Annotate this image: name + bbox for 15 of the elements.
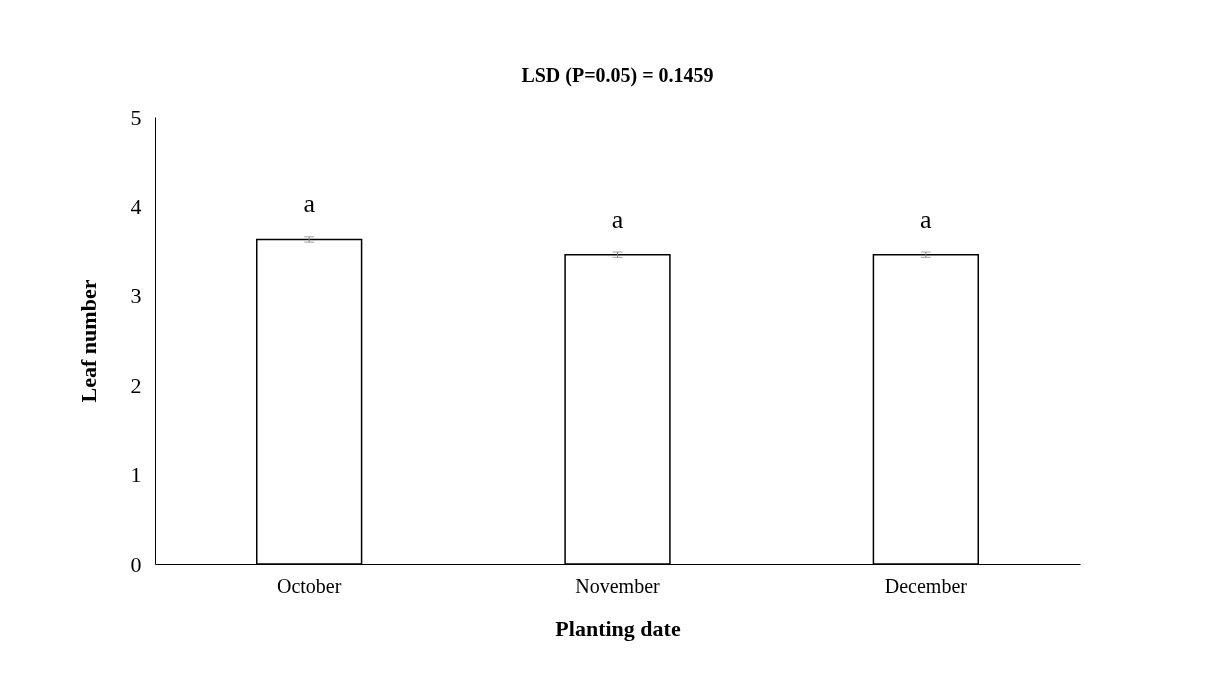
annotation: a	[920, 204, 933, 234]
chart-title: LSD (P=0.05) = 0.1459	[521, 64, 714, 87]
x-tick-label: October	[276, 574, 342, 597]
y-tick-label: 2	[130, 372, 142, 398]
y-tick-label: 5	[130, 104, 142, 130]
y-tick-label: 4	[130, 193, 142, 219]
y-tick-label: 1	[130, 462, 142, 488]
y-tick-label: 0	[130, 551, 142, 577]
annotation: a	[611, 204, 624, 234]
y-axis-title: Leaf number	[75, 279, 101, 403]
x-tick-label: November	[575, 574, 661, 597]
x-tick-label: December	[884, 574, 968, 597]
annotation: a	[303, 189, 316, 219]
x-axis-title: Planting date	[555, 615, 681, 641]
y-tick-label: 3	[130, 283, 142, 309]
